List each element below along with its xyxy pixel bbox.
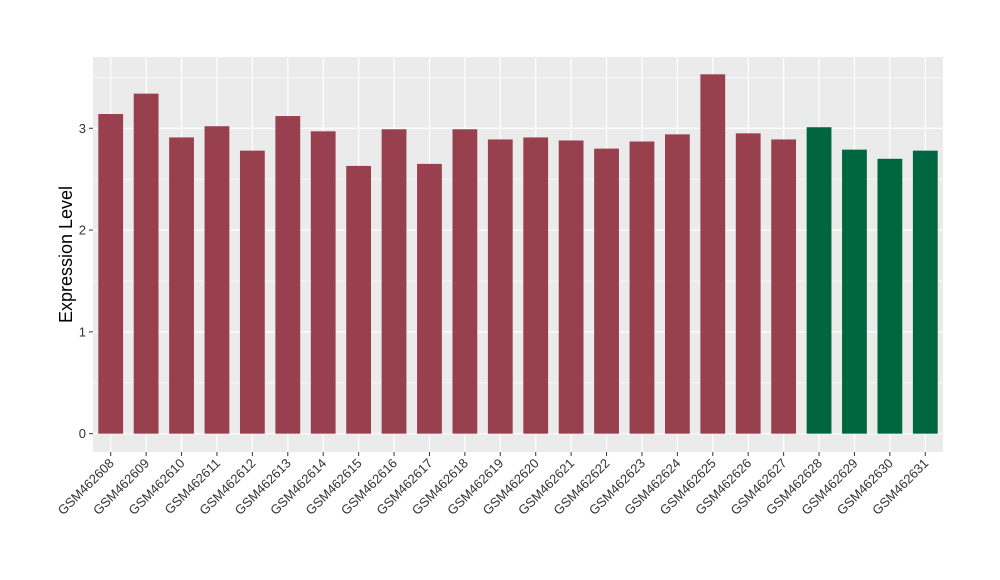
bar-GSM462614 bbox=[310, 131, 336, 434]
bar-GSM462624 bbox=[664, 134, 690, 434]
bar-GSM462608 bbox=[98, 114, 124, 434]
bar-GSM462611 bbox=[204, 126, 230, 434]
bars bbox=[98, 74, 938, 434]
y-tick-label: 3 bbox=[79, 121, 86, 136]
y-axis-title: Expression Level bbox=[56, 186, 76, 323]
bar-GSM462623 bbox=[629, 141, 655, 434]
bar-GSM462612 bbox=[239, 150, 265, 434]
bar-GSM462617 bbox=[417, 163, 442, 434]
bar-GSM462630 bbox=[877, 158, 903, 434]
bar-GSM462622 bbox=[594, 148, 619, 434]
bar-GSM462626 bbox=[735, 133, 761, 434]
bar-GSM462619 bbox=[487, 139, 513, 434]
bar-GSM462609 bbox=[133, 93, 159, 434]
plot-panel bbox=[93, 57, 943, 452]
bar-GSM462628 bbox=[806, 127, 832, 434]
bar-GSM462620 bbox=[523, 137, 549, 434]
bar-GSM462631 bbox=[912, 150, 938, 434]
y-axis: 0 1 2 3 bbox=[79, 121, 93, 441]
bar-GSM462629 bbox=[842, 149, 867, 434]
y-tick-label: 0 bbox=[79, 426, 86, 441]
bar-GSM462613 bbox=[275, 116, 301, 434]
bar-GSM462621 bbox=[558, 140, 584, 434]
bar-GSM462610 bbox=[169, 137, 194, 434]
x-axis: GSM462608GSM462609GSM462610GSM462611GSM4… bbox=[55, 452, 931, 518]
bar-GSM462615 bbox=[346, 165, 372, 434]
bar-GSM462625 bbox=[700, 74, 726, 434]
y-tick-label: 1 bbox=[79, 324, 86, 339]
minor-gridlines bbox=[93, 77, 943, 384]
bar-GSM462627 bbox=[771, 139, 797, 434]
bar-GSM462618 bbox=[452, 129, 478, 434]
bar-GSM462616 bbox=[381, 129, 407, 434]
y-tick-label: 2 bbox=[79, 223, 86, 238]
